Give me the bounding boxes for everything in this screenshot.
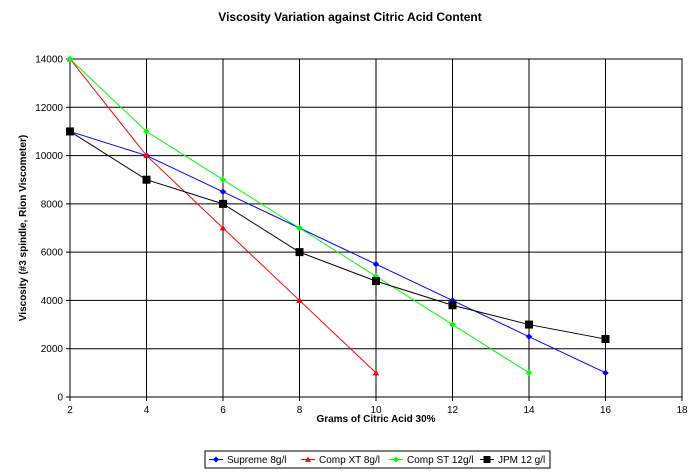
data-point <box>448 301 457 310</box>
x-tick-label: 18 <box>676 405 688 416</box>
y-tick-label: 6000 <box>41 248 64 259</box>
data-point <box>372 369 380 376</box>
y-tick-label: 12000 <box>35 103 63 114</box>
data-point <box>525 333 533 340</box>
series-line <box>69 131 606 340</box>
axis-layer: 2 4 6 8 10 12 14 16 18 0 2000 4000 6000 8000 10000 1200… <box>35 55 688 417</box>
series-layer <box>66 55 610 377</box>
y-tick-label: 4000 <box>41 296 64 307</box>
y-tick-label: 14000 <box>35 55 63 66</box>
data-point <box>219 188 227 195</box>
legend: Supreme 8g/l Comp XT 8g/l Comp ST 12g/l JPM… <box>204 450 551 469</box>
data-point <box>601 335 610 344</box>
legend-label: JPM 12 g/l <box>498 455 545 466</box>
x-tick-label: 16 <box>600 405 612 416</box>
legend-swatch-marker <box>393 456 399 463</box>
data-point <box>219 176 227 183</box>
legend-label: Comp ST 12g/l <box>407 455 474 466</box>
legend-item: Supreme 8g/l <box>209 455 286 466</box>
data-point <box>219 224 227 231</box>
x-tick-label: 10 <box>370 405 382 416</box>
series-jpm-12-g-l <box>66 127 610 344</box>
legend-item: Comp ST 12g/l <box>389 455 474 466</box>
grid-layer <box>69 58 683 398</box>
data-point <box>295 248 304 257</box>
data-point <box>525 369 533 377</box>
legend-label: Supreme 8g/l <box>227 455 286 466</box>
x-tick-label: 4 <box>144 405 150 416</box>
data-point <box>372 261 380 268</box>
y-axis-label: Viscosity (#3 spindle, Rion Viscometer) <box>18 135 29 321</box>
series-line <box>69 130 606 374</box>
legend-swatch-marker <box>483 456 491 463</box>
legend-swatch-marker <box>213 456 219 463</box>
legend-item: Comp XT 8g/l <box>301 455 380 466</box>
x-axis-label: Grams of Citric Acid 30% <box>316 414 435 425</box>
x-tick-label: 8 <box>297 405 303 416</box>
y-tick-label: 0 <box>57 393 63 404</box>
data-point <box>525 320 533 329</box>
legend-item: JPM 12 g/l <box>480 455 545 466</box>
x-tick-label: 2 <box>67 405 73 416</box>
data-point <box>372 277 380 286</box>
data-point <box>66 55 74 63</box>
y-tick-label: 8000 <box>41 199 64 210</box>
data-point <box>296 297 303 303</box>
legend-label: Comp XT 8g/l <box>319 455 380 466</box>
x-tick-label: 12 <box>447 405 459 416</box>
series-comp-st-12g-l <box>66 55 533 377</box>
legend-swatch-marker <box>305 456 311 462</box>
data-point <box>602 369 609 377</box>
x-tick-label: 6 <box>220 405 226 416</box>
data-point <box>219 199 227 208</box>
data-point <box>143 128 150 135</box>
data-point <box>296 224 303 232</box>
data-point <box>66 127 74 136</box>
y-tick-label: 2000 <box>41 344 64 355</box>
legend-box <box>204 450 551 469</box>
x-tick-label: 14 <box>523 405 535 416</box>
data-point <box>143 152 150 159</box>
data-point <box>142 175 151 184</box>
y-tick-label: 10000 <box>35 151 63 162</box>
data-point <box>449 321 456 328</box>
chart-title: Viscosity Variation against Citric Acid … <box>218 10 482 24</box>
